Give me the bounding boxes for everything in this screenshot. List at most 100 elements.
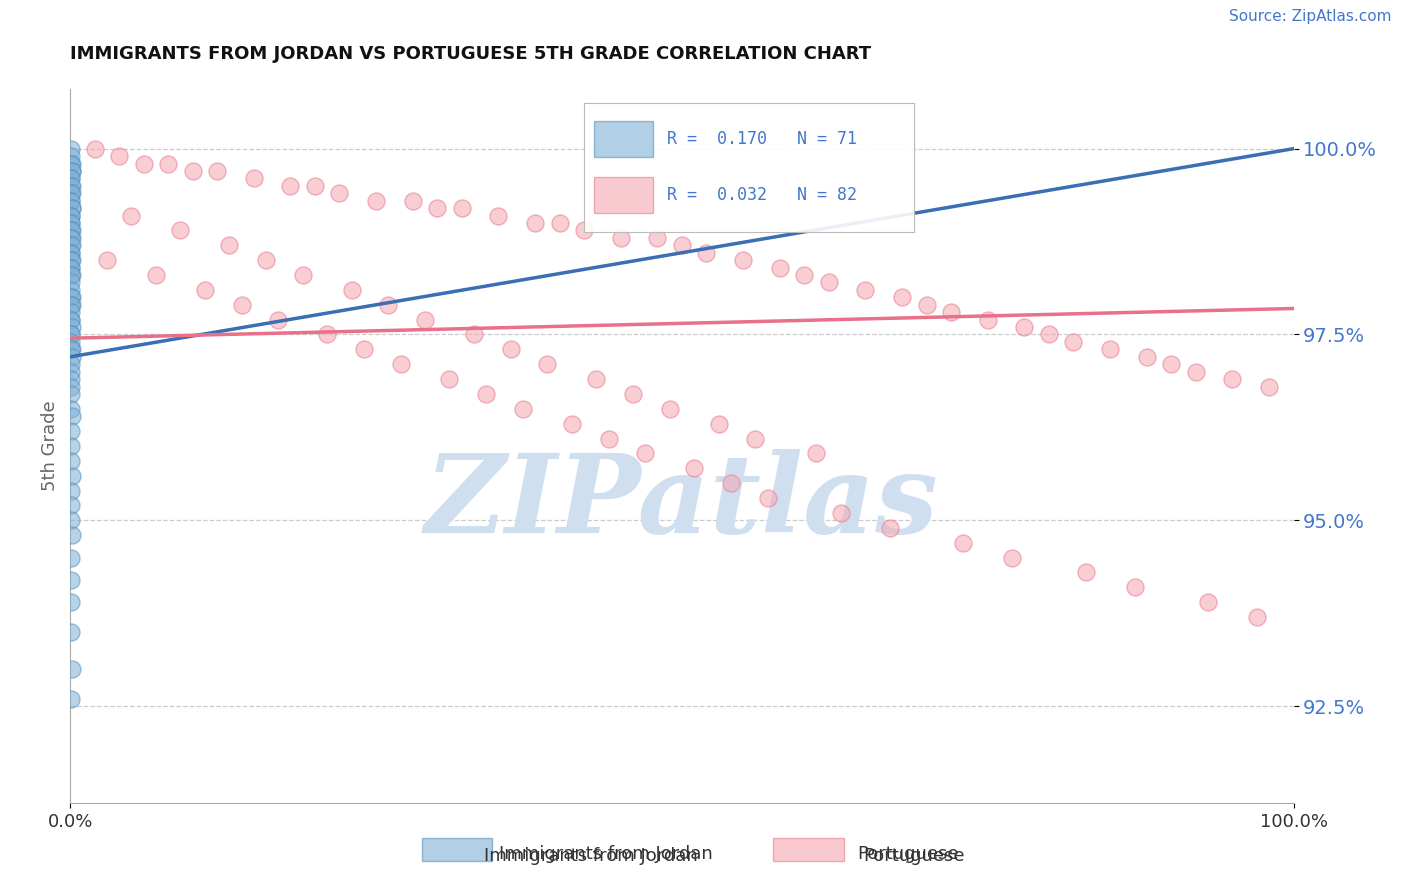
- Point: [60, 209, 83, 223]
- Point: [59, 312, 82, 326]
- Point: [60, 409, 83, 424]
- Point: [60, 201, 83, 215]
- Point: [59, 216, 82, 230]
- Point: [59, 499, 82, 513]
- Point: [499, 343, 522, 357]
- Point: [60, 290, 83, 304]
- Point: [59, 424, 82, 438]
- Point: [304, 178, 326, 193]
- Point: [60, 298, 83, 312]
- Point: [59, 327, 82, 342]
- Point: [536, 357, 558, 371]
- Point: [60, 216, 83, 230]
- Point: [60, 201, 83, 215]
- Point: [60, 320, 83, 334]
- Point: [647, 231, 669, 245]
- Point: [60, 238, 83, 252]
- Point: [720, 476, 742, 491]
- Point: [59, 379, 82, 393]
- Point: [855, 283, 877, 297]
- Point: [60, 573, 83, 587]
- Point: [353, 343, 375, 357]
- Point: [328, 186, 350, 201]
- Point: [756, 491, 779, 505]
- Point: [60, 260, 83, 275]
- Text: IMMIGRANTS FROM JORDAN VS PORTUGUESE 5TH GRADE CORRELATION CHART: IMMIGRANTS FROM JORDAN VS PORTUGUESE 5TH…: [70, 45, 872, 62]
- Point: [60, 194, 83, 208]
- Point: [181, 164, 204, 178]
- Point: [548, 216, 571, 230]
- Point: [60, 624, 83, 639]
- Point: [1220, 372, 1243, 386]
- Point: [60, 245, 83, 260]
- Point: [60, 439, 83, 453]
- Point: [60, 343, 83, 357]
- Point: [60, 156, 83, 170]
- Point: [60, 186, 83, 201]
- Point: [1014, 320, 1036, 334]
- Text: ZIPatlas: ZIPatlas: [425, 450, 939, 557]
- Point: [60, 245, 83, 260]
- Point: [389, 357, 412, 371]
- Point: [524, 216, 547, 230]
- Point: [169, 223, 191, 237]
- Point: [475, 387, 498, 401]
- Point: [145, 268, 167, 282]
- Point: [60, 312, 83, 326]
- Point: [60, 387, 83, 401]
- Point: [60, 186, 83, 201]
- Point: [205, 164, 228, 178]
- Point: [60, 468, 83, 483]
- Point: [59, 276, 82, 290]
- Point: [121, 209, 143, 223]
- Point: [744, 432, 766, 446]
- Text: Portuguese: Portuguese: [863, 847, 965, 865]
- Point: [59, 194, 82, 208]
- Point: [585, 372, 607, 386]
- Point: [793, 268, 815, 282]
- Point: [695, 245, 717, 260]
- Point: [60, 327, 83, 342]
- Point: [60, 528, 83, 542]
- Point: [316, 327, 339, 342]
- Point: [683, 461, 706, 475]
- Point: [1246, 610, 1268, 624]
- Point: [1184, 365, 1206, 379]
- Point: [610, 231, 633, 245]
- Point: [59, 290, 82, 304]
- Point: [59, 691, 82, 706]
- Point: [413, 312, 436, 326]
- Point: [439, 372, 461, 386]
- Point: [1099, 343, 1122, 357]
- Point: [60, 238, 83, 252]
- Point: [60, 268, 83, 282]
- Point: [60, 223, 83, 237]
- Point: [658, 401, 681, 416]
- Point: [402, 194, 425, 208]
- Point: [60, 365, 83, 379]
- Point: [1160, 357, 1182, 371]
- Point: [830, 506, 852, 520]
- Point: [817, 276, 839, 290]
- Y-axis label: 5th Grade: 5th Grade: [41, 401, 59, 491]
- Point: [1258, 379, 1281, 393]
- Point: [769, 260, 792, 275]
- Point: [561, 417, 583, 431]
- Point: [1123, 580, 1146, 594]
- Point: [1062, 334, 1084, 349]
- Point: [60, 231, 83, 245]
- Point: [60, 209, 83, 223]
- Point: [108, 149, 131, 163]
- Point: [733, 253, 755, 268]
- Point: [1136, 350, 1159, 364]
- Point: [60, 454, 83, 468]
- Point: [60, 305, 83, 319]
- Point: [60, 171, 83, 186]
- Point: [60, 401, 83, 416]
- Point: [60, 149, 83, 163]
- Point: [976, 312, 998, 326]
- Point: [60, 350, 83, 364]
- Point: [60, 298, 83, 312]
- Point: [96, 253, 118, 268]
- Text: Portuguese: Portuguese: [858, 845, 959, 863]
